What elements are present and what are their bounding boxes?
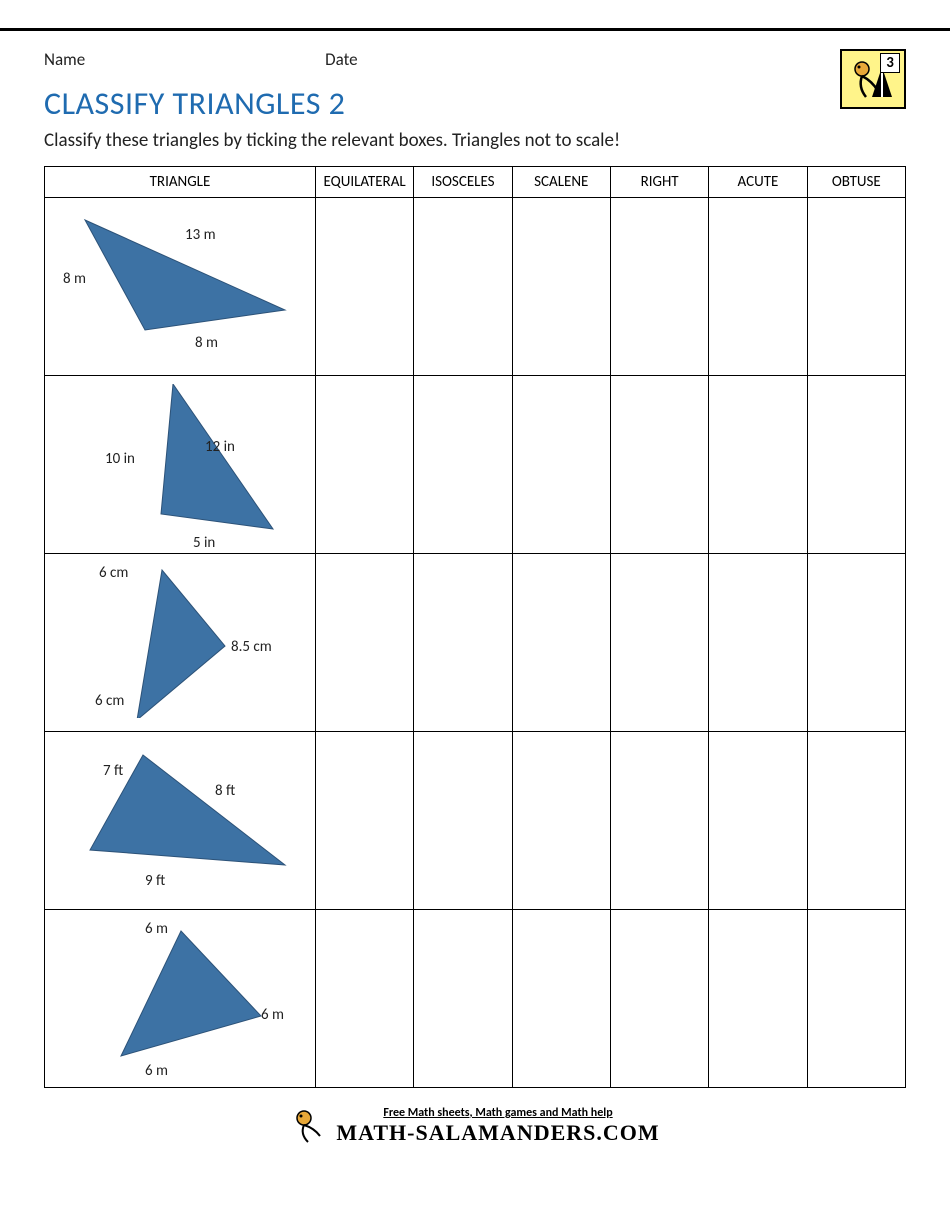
- answer-cell[interactable]: [709, 732, 807, 910]
- side-label: 8 ft: [215, 782, 235, 800]
- answer-cell[interactable]: [414, 376, 512, 554]
- instructions: Classify these triangles by ticking the …: [44, 129, 906, 152]
- side-label: 12 in: [205, 438, 235, 456]
- answer-cell[interactable]: [709, 376, 807, 554]
- answer-cell[interactable]: [414, 554, 512, 732]
- answer-cell[interactable]: [709, 198, 807, 376]
- col-obtuse: OBTUSE: [807, 167, 905, 198]
- col-right: RIGHT: [610, 167, 708, 198]
- col-isosceles: ISOSCELES: [414, 167, 512, 198]
- answer-cell[interactable]: [414, 910, 512, 1088]
- answer-cell[interactable]: [315, 198, 413, 376]
- salamander-icon: [290, 1106, 330, 1146]
- triangle-cell: 7 ft 8 ft 9 ft: [45, 732, 316, 910]
- answer-cell[interactable]: [512, 554, 610, 732]
- footer-site: MATH-SALAMANDERS.COM: [336, 1120, 659, 1146]
- side-label: 8.5 cm: [231, 638, 272, 656]
- name-label: Name: [44, 49, 85, 70]
- answer-cell[interactable]: [414, 732, 512, 910]
- side-label: 8 m: [63, 270, 86, 288]
- answer-cell[interactable]: [414, 198, 512, 376]
- worksheet-table: TRIANGLE EQUILATERAL ISOSCELES SCALENE R…: [44, 166, 906, 1088]
- side-label: 6 m: [145, 1062, 168, 1080]
- side-label: 6 m: [261, 1006, 284, 1024]
- side-label: 10 in: [105, 450, 135, 468]
- side-label: 6 m: [145, 920, 168, 938]
- answer-cell[interactable]: [315, 910, 413, 1088]
- triangle-cell: 13 m 8 m 8 m: [45, 198, 316, 376]
- answer-cell[interactable]: [315, 376, 413, 554]
- answer-cell[interactable]: [315, 554, 413, 732]
- col-scalene: SCALENE: [512, 167, 610, 198]
- answer-cell[interactable]: [807, 732, 905, 910]
- side-label: 9 ft: [145, 872, 165, 890]
- side-label: 13 m: [185, 226, 216, 244]
- answer-cell[interactable]: [807, 910, 905, 1088]
- answer-cell[interactable]: [610, 554, 708, 732]
- answer-cell[interactable]: [610, 376, 708, 554]
- side-label: 8 m: [195, 334, 218, 352]
- triangle-cell: 6 cm 8.5 cm 6 cm: [45, 554, 316, 732]
- col-acute: ACUTE: [709, 167, 807, 198]
- triangle-cell: 6 m 6 m 6 m: [45, 910, 316, 1088]
- answer-cell[interactable]: [512, 198, 610, 376]
- col-equilateral: EQUILATERAL: [315, 167, 413, 198]
- answer-cell[interactable]: [709, 910, 807, 1088]
- answer-cell[interactable]: [807, 376, 905, 554]
- col-triangle: TRIANGLE: [45, 167, 316, 198]
- answer-cell[interactable]: [709, 554, 807, 732]
- side-label: 6 cm: [95, 692, 124, 710]
- date-label: Date: [325, 49, 357, 70]
- side-label: 6 cm: [99, 564, 128, 582]
- footer-tagline: Free Math sheets, Math games and Math he…: [336, 1106, 659, 1120]
- footer: Free Math sheets, Math games and Math he…: [44, 1106, 906, 1146]
- answer-cell[interactable]: [512, 732, 610, 910]
- grade-number: 3: [880, 53, 900, 73]
- side-label: 5 in: [193, 534, 215, 552]
- answer-cell[interactable]: [807, 198, 905, 376]
- answer-cell[interactable]: [610, 732, 708, 910]
- side-label: 7 ft: [103, 762, 123, 780]
- triangle-cell: 12 in 10 in 5 in: [45, 376, 316, 554]
- answer-cell[interactable]: [512, 910, 610, 1088]
- grade-badge: 3: [840, 49, 906, 109]
- answer-cell[interactable]: [610, 198, 708, 376]
- answer-cell[interactable]: [512, 376, 610, 554]
- answer-cell[interactable]: [610, 910, 708, 1088]
- page-title: CLASSIFY TRIANGLES 2: [44, 84, 830, 123]
- answer-cell[interactable]: [807, 554, 905, 732]
- answer-cell[interactable]: [315, 732, 413, 910]
